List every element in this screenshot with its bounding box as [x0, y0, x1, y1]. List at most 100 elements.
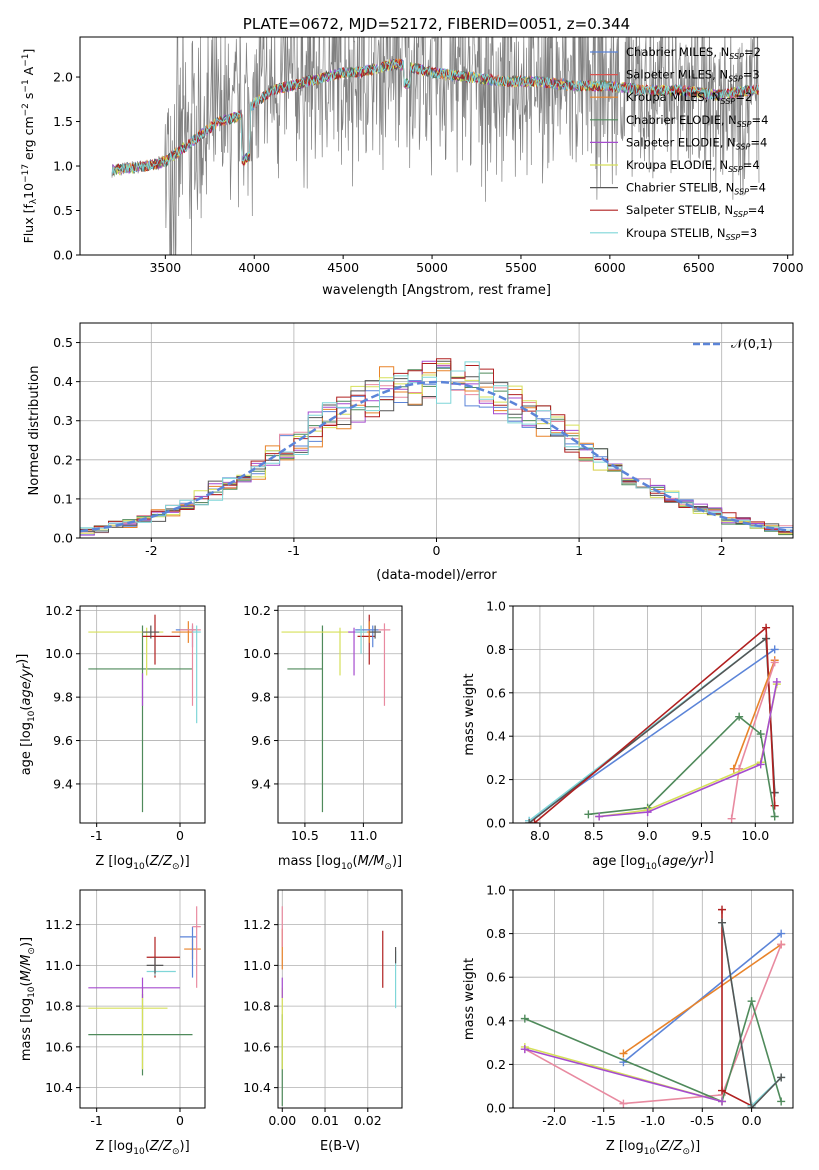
- spectrum-frame: [79, 36, 794, 256]
- weight-vs-age-ytick-label: 0.0: [486, 816, 506, 831]
- mass-vs-ebv-xlabel: E(B-V): [320, 1139, 360, 1154]
- mass-vs-z-errorbar: [146, 957, 164, 974]
- weight-vs-z-point-marker: [718, 905, 727, 914]
- weight-vs-age-series-line: [588, 715, 776, 817]
- spectrum-title: PLATE=0672, MJD=52172, FIBERID=0051, z=0…: [243, 15, 630, 33]
- age-vs-mass-ytick-label: 9.4: [251, 776, 271, 791]
- age-vs-mass-ytick-label: 9.8: [251, 690, 271, 705]
- residuals-histogram-step: [80, 361, 793, 531]
- weight-vs-age-point-marker: [727, 814, 736, 823]
- residuals-xtick-label: -1: [288, 543, 300, 558]
- weight-vs-age-point-marker: [735, 712, 744, 721]
- weight-vs-z-series-line: [524, 944, 782, 1105]
- age-vs-mass-errorbar: [348, 627, 360, 676]
- spectrum-legend-label: Kroupa ELODIE, NSSP=4: [626, 158, 760, 174]
- mass-vs-ebv-ytick-label: 10.4: [243, 1080, 271, 1095]
- spectrum-ytick-label: 0.5: [53, 203, 73, 218]
- weight-vs-z-ytick-label: 0.4: [486, 1013, 506, 1028]
- weight-vs-z-series-line: [524, 998, 782, 1103]
- spectrum-xtick-label: 3500: [149, 260, 181, 275]
- spectrum-legend-label: Kroupa MILES, NSSP=2: [626, 90, 752, 106]
- residuals-xtick-label: 1: [575, 543, 583, 558]
- weight-vs-z-ytick-label: 1.0: [486, 883, 506, 898]
- mass-vs-z-xtick-label: -1: [90, 1113, 102, 1128]
- residuals-ytick-label: 0.5: [53, 335, 73, 350]
- mass-vs-ebv-ytick-label: 10.6: [243, 1039, 271, 1054]
- age-vs-z-xtick-label: 0: [176, 828, 184, 843]
- weight-vs-age-point-marker: [770, 645, 779, 654]
- age-vs-z-ytick-label: 9.8: [53, 690, 73, 705]
- weight-vs-age-ylabel: mass weight: [462, 673, 477, 755]
- weight-vs-age-series-line: [733, 660, 776, 770]
- residuals-ylabel: Normed distribution: [27, 366, 42, 496]
- weight-vs-age-xtick-label: 8.0: [530, 828, 550, 843]
- weight-vs-z-series-line: [524, 1048, 723, 1103]
- age-vs-mass-plot-area: [281, 614, 391, 813]
- mass-vs-z-plot-area: [88, 906, 201, 1076]
- weight-vs-age-point-marker: [525, 819, 534, 823]
- weight-vs-z-ylabel: mass weight: [462, 958, 477, 1040]
- age-vs-z-errorbar: [142, 625, 160, 639]
- residuals-ytick-label: 0.4: [53, 374, 73, 389]
- weight-vs-age-ytick-label: 0.2: [486, 772, 506, 787]
- residuals-normal-curve: [80, 380, 793, 533]
- weight-vs-age-point-marker: [756, 760, 765, 769]
- spectrum-xtick-label: 6000: [594, 260, 626, 275]
- weight-vs-age-point-marker: [643, 808, 652, 817]
- age-vs-z-errorbar: [88, 627, 164, 676]
- age-vs-mass-ytick-label: 9.6: [251, 733, 271, 748]
- age-vs-mass-errorbar: [369, 625, 381, 639]
- mass-vs-z-axes: -1 0 10.4 10.6 10.8 11.0 11.2: [45, 889, 206, 1128]
- residuals-xlabel: (data-model)/error: [376, 568, 497, 583]
- age-vs-mass-ytick-label: 10.0: [243, 646, 271, 661]
- spectrum-xtick-label: 4000: [238, 260, 270, 275]
- weight-vs-age-xtick-label: 8.5: [584, 828, 604, 843]
- weight-vs-age-xtick-label: 10.0: [741, 828, 769, 843]
- weight-vs-z-point-marker: [520, 1014, 529, 1023]
- age-vs-z-errorbar: [142, 614, 180, 665]
- residuals-xtick-label: -2: [145, 543, 157, 558]
- spectrum-xlabel: wavelength [Angstrom, rest frame]: [322, 283, 551, 298]
- spectrum-xtick-label: 7000: [772, 260, 804, 275]
- weight-vs-z-ytick-label: 0.2: [486, 1057, 506, 1072]
- age-vs-z-errorbar: [192, 625, 201, 724]
- age-vs-z-ytick-label: 9.6: [53, 733, 73, 748]
- residuals-axes: -2 -1 0 1 2 0.0 0.1 0.2 0.3 0.4 0.5 𝒩(0,1): [53, 322, 794, 558]
- spectrum-legend-label: Chabrier STELIB, NSSP=4: [626, 181, 766, 197]
- weight-vs-age-series-line: [599, 681, 778, 818]
- age-vs-z-ytick-label: 10.0: [45, 646, 73, 661]
- mass-vs-z-errorbar: [88, 977, 180, 998]
- weight-vs-z-xtick-label: -1.5: [592, 1113, 616, 1128]
- spectrum-xtick-label: 4500: [327, 260, 359, 275]
- spectrum-ytick-label: 1.5: [53, 114, 73, 129]
- mass-vs-ebv-xtick-label: 0.00: [268, 1113, 296, 1128]
- weight-vs-z-xtick-label: 0.0: [742, 1113, 762, 1128]
- age-vs-z-axes: -1 0 9.4 9.6 9.8 10.0 10.2: [45, 603, 206, 843]
- weight-vs-z-point-marker: [777, 1097, 786, 1106]
- weight-vs-z-point-marker: [619, 1099, 628, 1108]
- weight-vs-age-point-marker: [770, 801, 779, 810]
- mass-vs-ebv-ytick-label: 11.0: [243, 958, 271, 973]
- age-vs-mass-errorbar: [287, 625, 324, 813]
- mass-vs-ebv-frame: [277, 889, 403, 1109]
- mass-vs-z-ytick-label: 10.4: [45, 1080, 73, 1095]
- residuals-plot-area: [80, 358, 793, 536]
- mass-vs-ebv-axes: 0.00 0.01 0.02 10.4 10.6 10.8 11.0 11.2: [243, 889, 403, 1128]
- weight-vs-z-xtick-label: -2.0: [542, 1113, 566, 1128]
- spectrum-xtick-label: 6500: [683, 260, 715, 275]
- weight-vs-z-xlabel: Z [log10(Z/Z⊙)]: [606, 1139, 700, 1157]
- residuals-xtick-label: 2: [718, 543, 726, 558]
- spectrum-model-line: [111, 58, 759, 176]
- age-vs-z-errorbar: [180, 623, 201, 706]
- spectrum-legend-label: Chabrier ELODIE, NSSP=4: [626, 113, 768, 129]
- weight-vs-z-series-line: [721, 922, 782, 1108]
- age-vs-z-errorbar: [88, 625, 193, 813]
- spectrum-legend-label: Salpeter ELODIE, NSSP=4: [626, 135, 767, 151]
- spectrum-model-line: [111, 59, 759, 176]
- residuals-ytick-label: 0.0: [53, 531, 73, 546]
- age-vs-mass-xtick-label: 10.5: [291, 828, 319, 843]
- age-vs-z-frame: [79, 605, 206, 824]
- weight-vs-age-point-marker: [762, 623, 771, 632]
- weight-vs-z-series-line: [622, 932, 782, 1063]
